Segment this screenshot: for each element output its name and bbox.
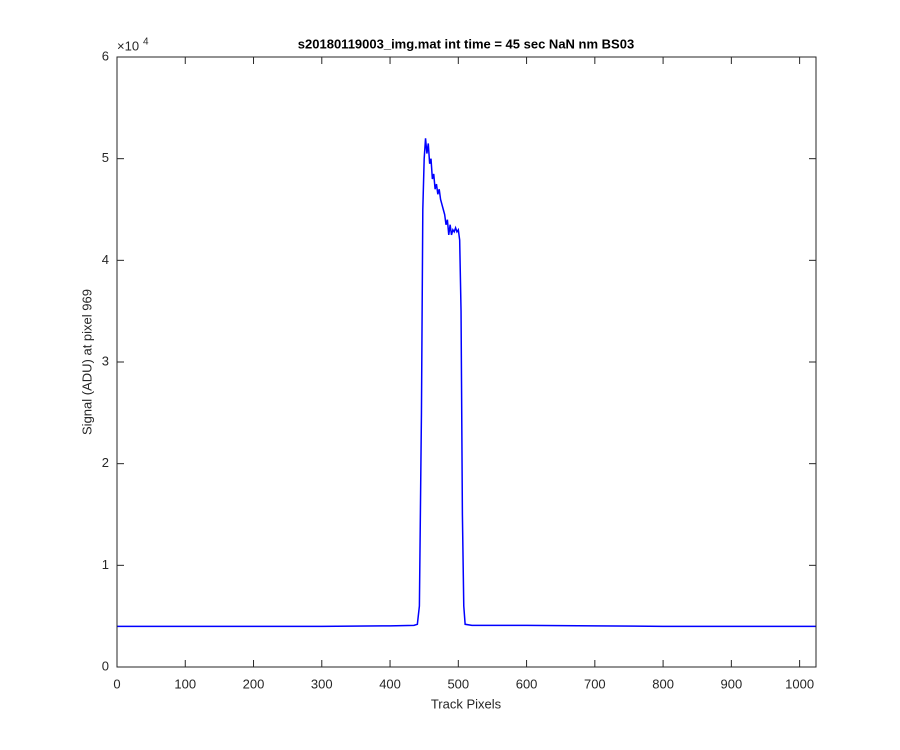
y-exponent: 4 (143, 37, 149, 48)
x-tick-label: 600 (516, 676, 538, 691)
y-exponent-base: ×10 (117, 38, 139, 53)
x-tick-label: 500 (447, 676, 469, 691)
x-tick-label: 300 (311, 676, 333, 691)
y-tick-label: 0 (102, 658, 109, 673)
data-line (117, 138, 816, 628)
y-tick-label: 2 (102, 455, 109, 470)
x-tick-label: 200 (243, 676, 265, 691)
y-tick-label: 6 (102, 48, 109, 63)
y-tick-label: 3 (102, 353, 109, 368)
x-tick-label: 700 (584, 676, 606, 691)
y-tick-label: 5 (102, 150, 109, 165)
plot-area (117, 57, 816, 667)
x-tick-label: 100 (174, 676, 196, 691)
x-tick-label: 1000 (785, 676, 814, 691)
x-tick-label: 800 (652, 676, 674, 691)
chart-title: s20180119003_img.mat int time = 45 sec N… (298, 36, 634, 51)
x-axis-label: Track Pixels (431, 696, 502, 711)
x-tick-label: 0 (113, 676, 120, 691)
y-axis-label: Signal (ADU) at pixel 969 (79, 289, 94, 435)
y-tick-label: 1 (102, 557, 109, 572)
y-tick-label: 4 (102, 252, 109, 267)
x-tick-label: 400 (379, 676, 401, 691)
x-tick-label: 900 (721, 676, 743, 691)
axes-box (116, 56, 817, 668)
